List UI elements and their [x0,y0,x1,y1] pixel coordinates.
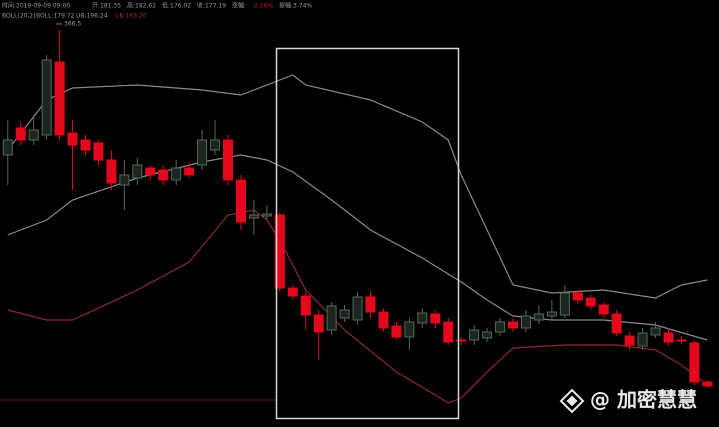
candle-body [197,139,208,166]
candle-body [158,169,169,181]
candle-body [559,292,570,316]
info-amplitude: 振幅:3.74% [279,2,312,10]
candle-body [326,305,337,331]
info-open: 开:181.35 [92,3,121,10]
candle-body [339,309,350,319]
candle-body [132,164,143,179]
candle-body [495,321,506,333]
band-line [7,209,708,404]
candle-body [184,167,195,176]
candle-body [637,332,648,347]
candle-body [300,295,311,316]
candle-body [676,339,687,342]
candle-body [585,297,596,307]
info-close: 收:177.19 [197,2,226,10]
candle-body [2,139,13,156]
candle-body [365,296,376,313]
info-time: 时间:2019-09-09 09:00 [2,2,70,10]
candle-body [106,159,117,184]
candle-body [287,287,298,297]
watermark: @ 加密慧慧 [559,388,697,414]
indicator-upper: UB:196.24 [76,13,108,20]
candle-body [533,313,544,321]
candle-body [93,142,104,161]
candle-body [689,342,700,383]
info-change: -2.16% [252,3,274,10]
candle-body [456,339,467,342]
info-high: 高:182.62 [127,2,156,10]
watermark-icon [559,388,585,414]
candle-body [235,179,246,223]
candle-body [702,381,713,387]
peak-label: 366.5 [64,21,81,28]
candle-body [469,329,480,341]
candle-body [67,132,78,146]
candle-body [261,213,272,217]
candle-body [624,335,635,346]
candle-body [508,321,519,329]
band-line [7,74,708,299]
candle-body [520,315,531,329]
candle-body [650,327,661,336]
candle-body [443,321,454,343]
candle-body [80,139,91,151]
candle-body [430,313,441,324]
candle-body [274,214,285,289]
candle-body [404,321,415,338]
candle-body [119,174,130,186]
candle-body [572,292,583,301]
indicator-name: BOLL(20,2) [2,13,35,20]
plot [2,30,713,404]
candle-body [352,296,363,321]
candle-body [248,214,259,219]
candle-body [15,127,26,141]
candle-body [223,139,234,181]
candle-body [391,325,402,338]
indicator-mid: BOLL:179.72 [36,13,75,20]
candle-body [598,304,609,315]
watermark-text: @ 加密慧慧 [590,388,697,412]
info-change-label: 涨幅: [232,2,246,10]
candle-body [145,167,156,176]
candle-body [546,311,557,317]
indicator-lower: LB:163.20 [116,13,147,20]
candle-body [378,311,389,329]
candle-body [482,331,493,339]
candle-body [417,312,428,324]
candle-body [54,61,65,136]
candle-body [313,314,324,333]
candle-body [611,313,622,334]
candle-body [171,167,182,181]
highlight-box [275,47,460,420]
candle-body [41,59,52,136]
candle-body [210,139,221,151]
candle-body [663,332,674,343]
candle-body [28,129,39,141]
info-low: 低:176.02 [162,2,191,10]
